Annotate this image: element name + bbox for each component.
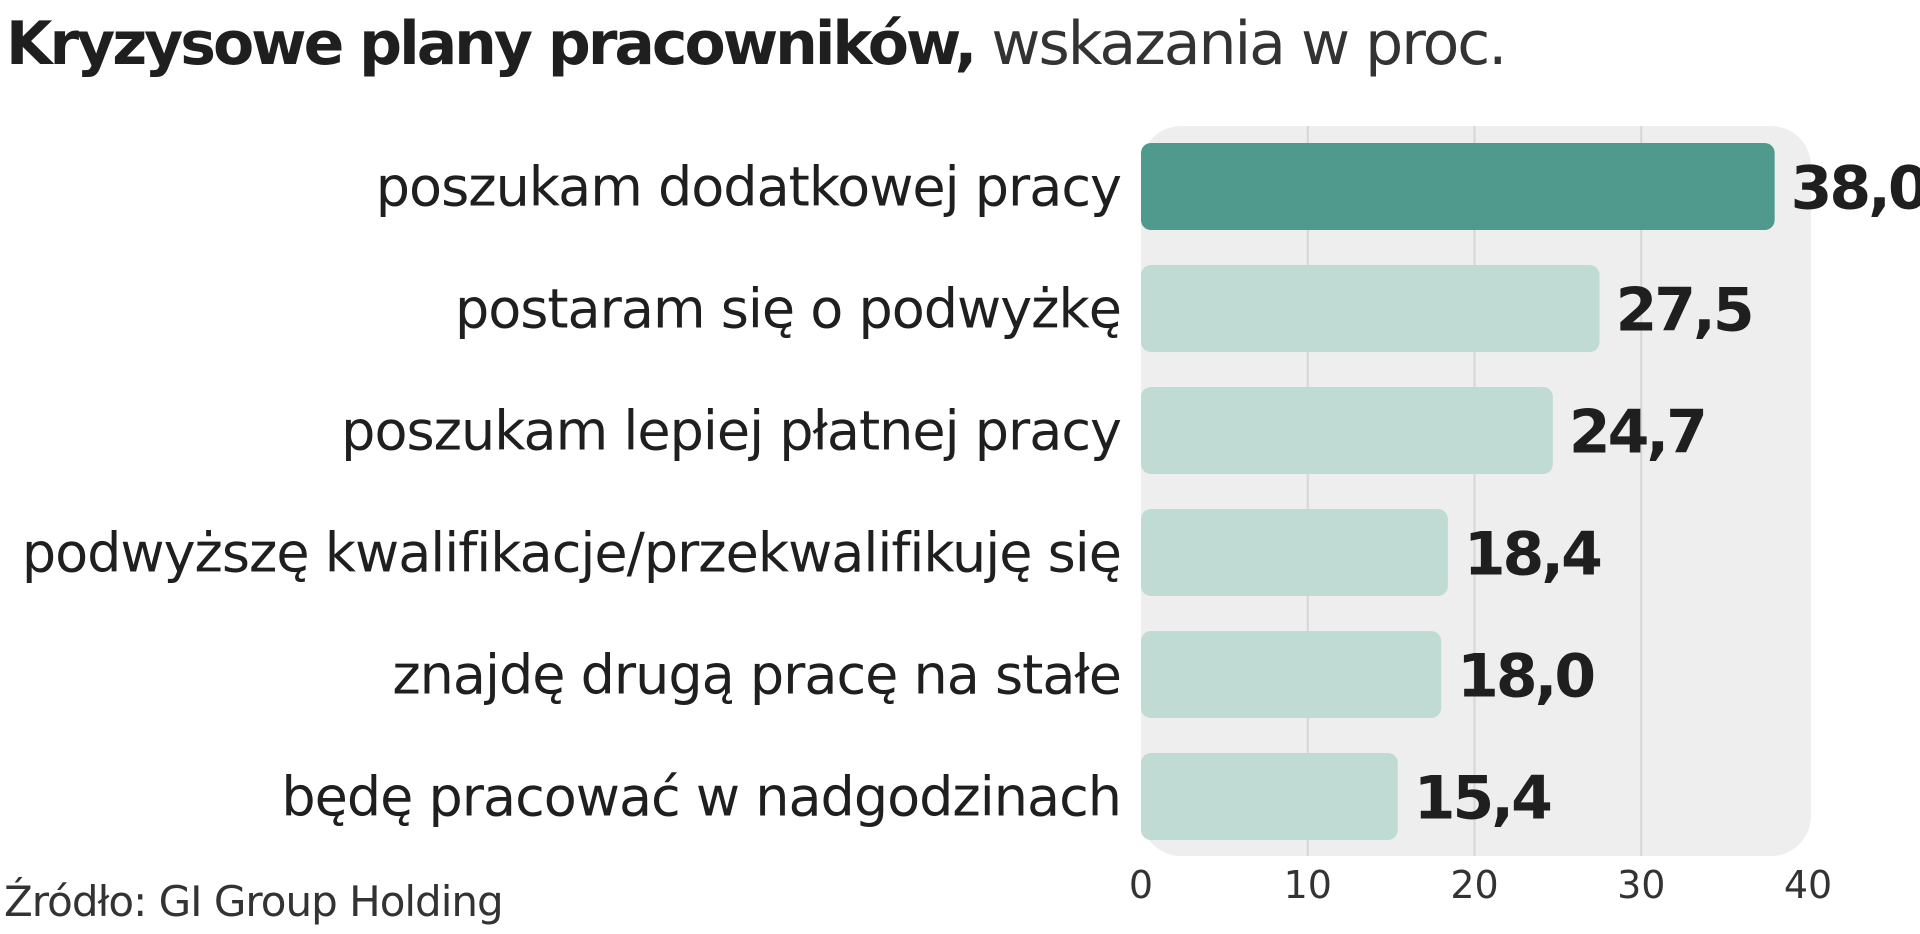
- chart-panel-background: [1141, 126, 1811, 856]
- value-label-1: 27,5: [1616, 276, 1752, 346]
- bar-3: [1141, 509, 1448, 596]
- bar-5: [1141, 753, 1398, 840]
- bar-2: [1141, 387, 1553, 474]
- chart-title-main: Kryzysowe plany pracowników,: [6, 9, 977, 79]
- x-tick-label-20: 20: [1450, 863, 1498, 907]
- category-label-0: poszukam dodatkowej pracy: [376, 156, 1121, 219]
- value-label-0: 38,0: [1791, 154, 1920, 224]
- value-label-4: 18,0: [1457, 642, 1593, 712]
- category-label-1: postaram się o podwyżkę: [455, 278, 1121, 341]
- chart-title: Kryzysowe plany pracowników, wskazania w…: [6, 8, 1507, 80]
- value-label-5: 15,4: [1414, 764, 1550, 834]
- x-tick-label-10: 10: [1284, 863, 1332, 907]
- value-label-2: 24,7: [1569, 398, 1705, 468]
- bar-1: [1141, 265, 1600, 352]
- x-tick-label-30: 30: [1617, 863, 1665, 907]
- value-label-3: 18,4: [1464, 520, 1600, 590]
- chart-title-sub: wskazania w proc.: [991, 9, 1507, 79]
- bar-0: [1141, 143, 1775, 230]
- x-tick-label-40: 40: [1784, 863, 1832, 907]
- category-label-5: będę pracować w nadgodzinach: [281, 766, 1121, 829]
- labels: poszukam dodatkowej pracy 38,0 postaram si…: [22, 154, 1920, 834]
- x-tick-label-0: 0: [1129, 863, 1153, 907]
- gridlines: [1306, 126, 1643, 856]
- category-label-3: podwyższę kwalifikacje/przekwalifikuję s…: [22, 522, 1121, 585]
- bars: [1141, 143, 1775, 840]
- bar-4: [1141, 631, 1442, 718]
- category-label-4: znajdę drugą pracę na stałe: [392, 644, 1121, 707]
- x-axis-ticks: 0 10 20 30 40: [1129, 863, 1832, 907]
- category-label-2: poszukam lepiej płatnej pracy: [341, 400, 1121, 463]
- source-note: Źródło: GI Group Holding: [4, 877, 504, 926]
